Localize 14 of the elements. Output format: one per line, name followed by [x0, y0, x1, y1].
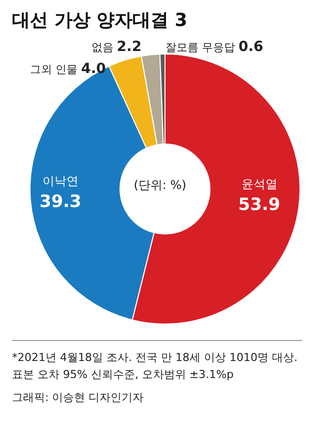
data-label: 0.6 — [238, 39, 264, 55]
slice-label: 이낙연 — [42, 174, 78, 188]
text: 그래픽: 이승현 디자인기자 — [12, 390, 145, 406]
text: (단위: %) — [134, 178, 186, 192]
slice-label: 그외 인물 — [30, 63, 82, 76]
slice-label: 잘모름 무응답 — [165, 41, 238, 54]
data-label: 4.0 — [81, 61, 106, 77]
slice-label: 없음 — [91, 41, 117, 54]
data-label: 53.9 — [238, 195, 280, 216]
data-label: 39.3 — [39, 192, 82, 212]
data-label: 2.2 — [116, 39, 142, 55]
text: *2021년 4월18일 조사. 전국 만 18세 이상 1010명 대상. 표본 오차 95% 신뢰수준, 오차범위 ±3.1%p — [12, 350, 298, 383]
slice-label: 윤석열 — [241, 177, 278, 192]
chart-title: 대선 가상 양자대결 3 — [12, 9, 188, 32]
